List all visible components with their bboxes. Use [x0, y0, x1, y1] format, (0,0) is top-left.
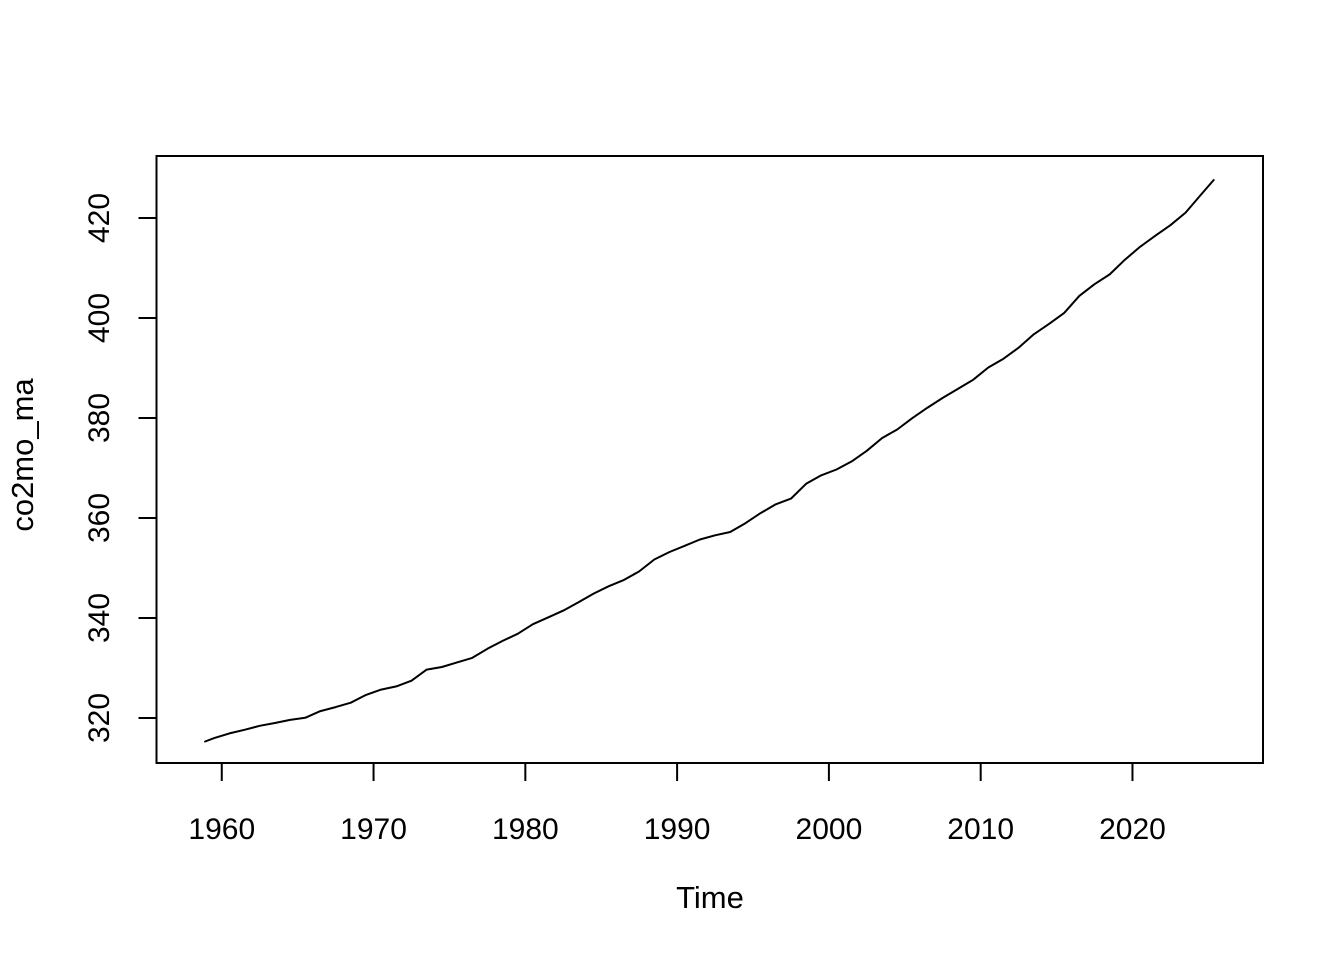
- x-axis-title: Time: [676, 880, 744, 915]
- x-axis-tick-label: 1960: [188, 813, 255, 846]
- y-axis-tick-label: 400: [83, 293, 116, 343]
- y-axis-tick-label: 360: [83, 493, 116, 543]
- y-axis-tick-label: 420: [83, 193, 116, 243]
- y-axis-tick-label: 380: [83, 393, 116, 443]
- x-axis-tick-label: 2000: [796, 813, 863, 846]
- plot-border: [155, 155, 1264, 764]
- x-axis-tick-label: 1980: [492, 813, 559, 846]
- x-axis-tick-label: 1990: [644, 813, 711, 846]
- y-axis-tick-label: 340: [83, 593, 116, 643]
- y-axis-title: co2mo_ma: [5, 378, 40, 532]
- x-axis-tick-label: 1970: [340, 813, 407, 846]
- x-axis-tick-label: 2020: [1099, 813, 1166, 846]
- co2-series-line: [204, 179, 1215, 743]
- x-axis-tick-label: 2010: [947, 813, 1014, 846]
- y-axis-tick-label: 320: [83, 693, 116, 743]
